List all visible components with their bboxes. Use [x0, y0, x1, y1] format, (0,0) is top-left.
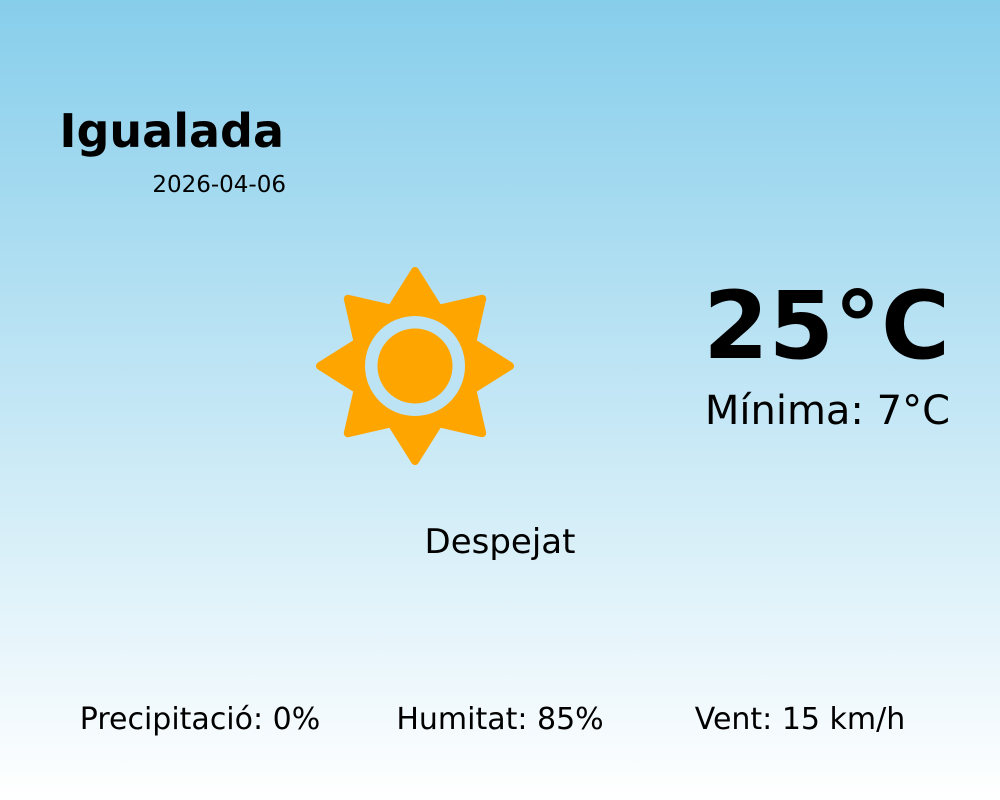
sun-icon: [316, 267, 514, 465]
minimum-temperature: Mínima: 7°C: [704, 388, 950, 434]
humidity-stat: Humitat: 85%: [396, 702, 604, 737]
weather-condition: Despejat: [424, 522, 576, 562]
forecast-date: 2026-04-06: [152, 172, 286, 198]
precipitation-stat: Precipitació: 0%: [79, 702, 321, 737]
current-temperature: 25°C: [703, 272, 950, 381]
wind-stat: Vent: 15 km/h: [694, 702, 906, 737]
city-name: Igualada: [59, 104, 284, 158]
